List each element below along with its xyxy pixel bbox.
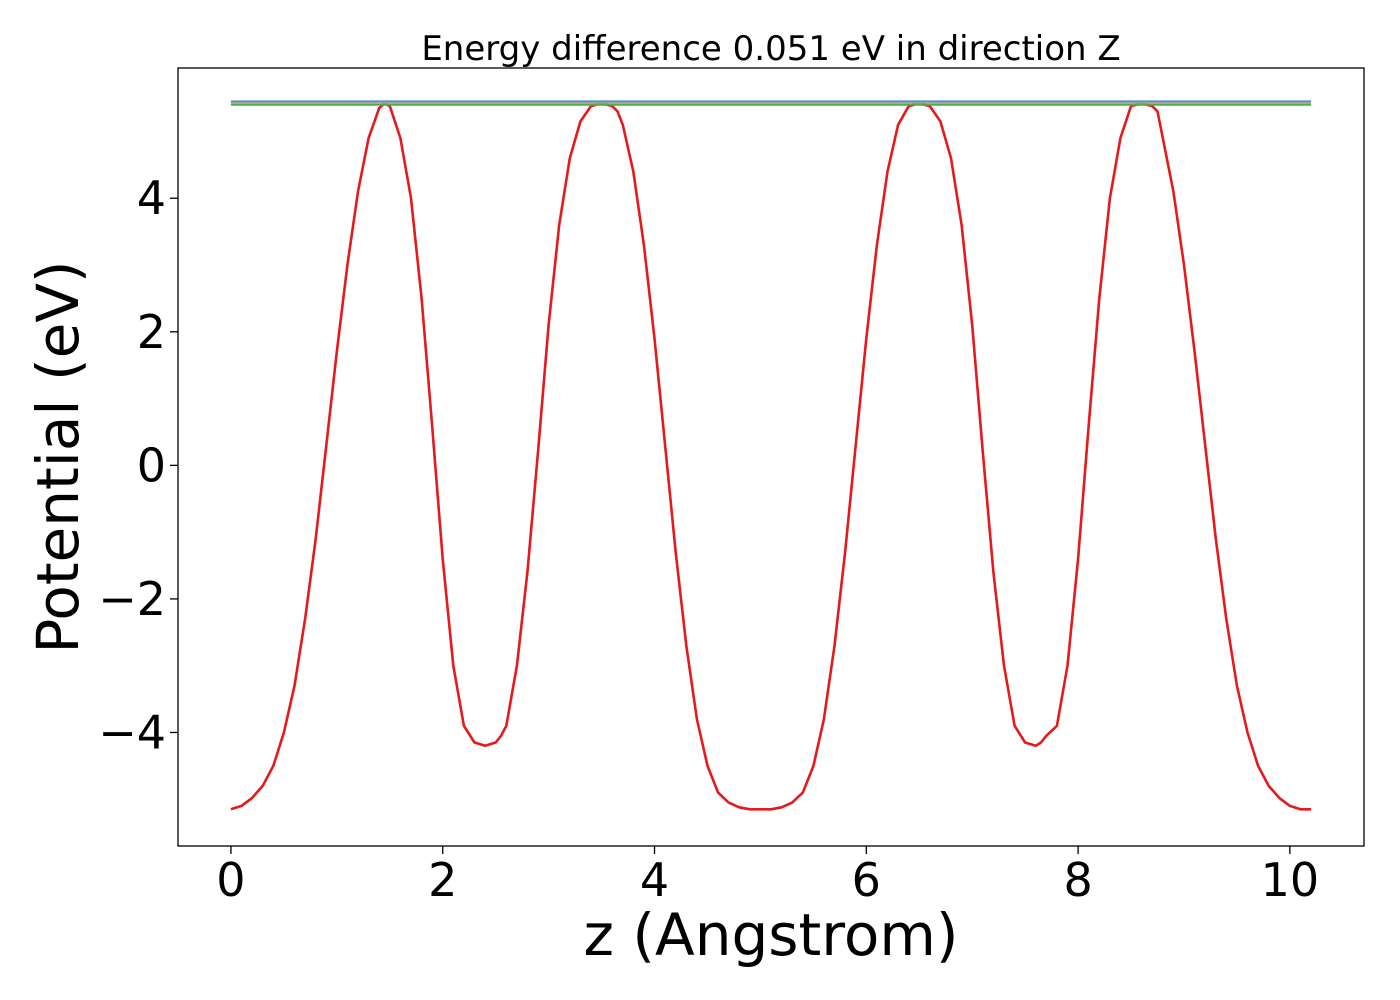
x-tick-label: 10 xyxy=(1261,853,1320,907)
x-tick-label: 6 xyxy=(852,853,881,907)
x-axis-ticks: 0 2 4 6 8 10 xyxy=(216,846,1319,907)
y-tick-label: 2 xyxy=(137,305,166,359)
x-tick-label: 4 xyxy=(640,853,669,907)
y-tick-label: 4 xyxy=(137,171,166,225)
y-axis-ticks: −4 −2 0 2 4 xyxy=(98,171,178,759)
x-tick-label: 0 xyxy=(216,853,245,907)
series-group xyxy=(230,100,1312,811)
plot-area xyxy=(177,67,1365,847)
y-tick-label: 0 xyxy=(137,438,166,492)
y-tick-label: −2 xyxy=(98,572,166,626)
x-axis-label: z (Angstrom) xyxy=(584,901,959,969)
x-tick-label: 2 xyxy=(428,853,457,907)
x-tick-label: 8 xyxy=(1063,853,1092,907)
chart-title: Energy difference 0.051 eV in direction … xyxy=(421,29,1120,69)
y-axis-label: Potential (eV) xyxy=(24,260,92,653)
series-line-1 xyxy=(230,102,1312,811)
y-tick-label: −4 xyxy=(98,705,166,759)
